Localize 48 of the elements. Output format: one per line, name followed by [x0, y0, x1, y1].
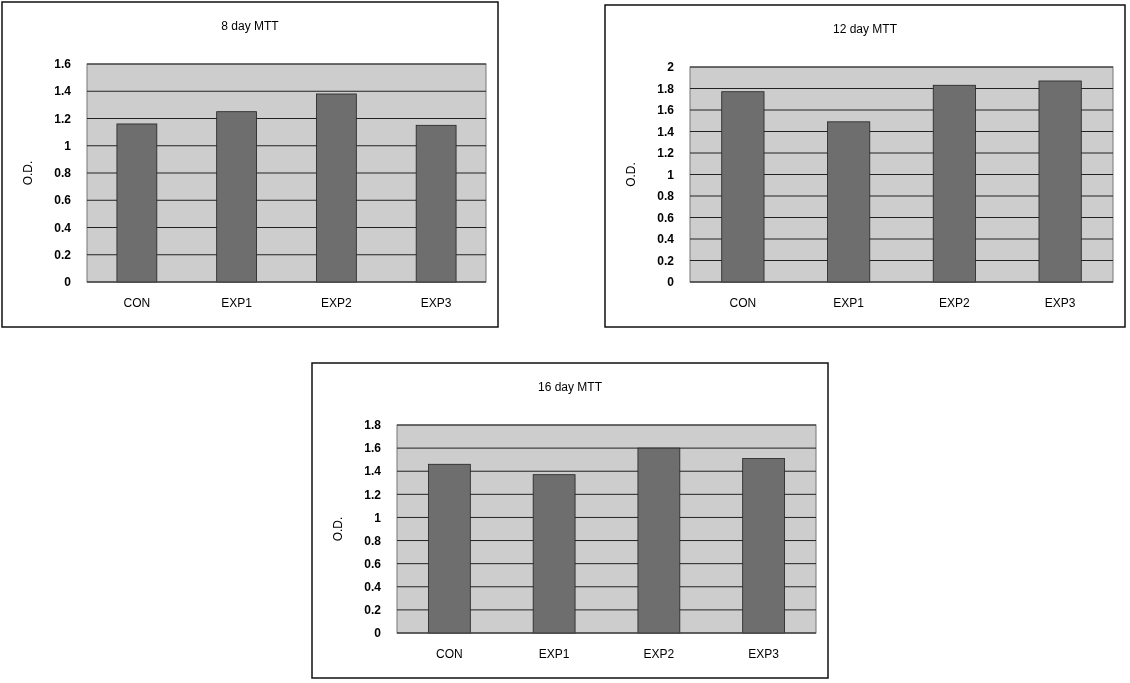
y-tick-label: 1	[667, 167, 675, 182]
x-tick-label: EXP3	[1044, 296, 1076, 310]
x-tick-label: EXP1	[538, 647, 570, 661]
y-tick-label: 1.2	[54, 111, 72, 126]
y-tick-label: 0.6	[364, 556, 382, 571]
x-tick-label: CON	[436, 647, 463, 661]
y-tick-label: 0	[667, 275, 675, 290]
y-axis-title: O.D.	[624, 162, 638, 187]
chart-title: 12 day MTT	[832, 22, 898, 36]
y-tick-label: 0.4	[364, 579, 382, 594]
x-tick-label: CON	[729, 296, 757, 310]
y-tick-label: 0.6	[657, 210, 675, 225]
y-tick-label: 0.2	[657, 253, 675, 268]
y-tick-label: 1.4	[364, 464, 382, 479]
y-tick-label: 1	[64, 138, 72, 153]
y-tick-label: 1.8	[364, 418, 382, 433]
y-tick-label: 1.6	[364, 441, 382, 456]
y-tick-label: 1.4	[657, 124, 675, 139]
y-tick-label: 1.6	[657, 103, 675, 118]
y-tick-label: 1.4	[54, 84, 72, 99]
y-tick-label: 1.2	[364, 487, 382, 502]
y-tick-label: 1.8	[657, 81, 675, 96]
y-axis-title: O.D.	[331, 516, 345, 542]
y-tick-label: 1	[374, 510, 382, 525]
y-tick-label: 1.6	[54, 57, 72, 72]
y-tick-label: 0	[64, 275, 72, 290]
y-tick-label: 0.4	[54, 220, 72, 235]
y-tick-label: 0.6	[54, 193, 72, 208]
chart-title: 16 day MTT	[537, 380, 603, 394]
x-tick-label: EXP2	[321, 296, 353, 310]
y-tick-label: 0.8	[364, 533, 382, 548]
chart-title: 8 day MTT	[221, 19, 280, 33]
y-tick-label: 0.2	[364, 603, 382, 618]
y-tick-label: 0.4	[657, 232, 675, 247]
x-tick-label: EXP2	[643, 647, 675, 661]
x-tick-label: EXP2	[939, 296, 971, 310]
y-tick-label: 2	[667, 60, 675, 75]
y-tick-label: 0.8	[54, 166, 72, 181]
x-tick-label: EXP1	[833, 296, 865, 310]
y-tick-label: 0	[374, 626, 382, 641]
x-tick-label: EXP1	[221, 296, 253, 310]
y-tick-label: 1.2	[657, 146, 675, 161]
y-axis-title: O.D.	[21, 160, 35, 186]
y-tick-label: 0.8	[657, 189, 675, 204]
x-tick-label: CON	[123, 296, 151, 310]
x-tick-label: EXP3	[420, 296, 452, 310]
y-tick-label: 0.2	[54, 247, 72, 262]
x-tick-label: EXP3	[748, 647, 780, 661]
